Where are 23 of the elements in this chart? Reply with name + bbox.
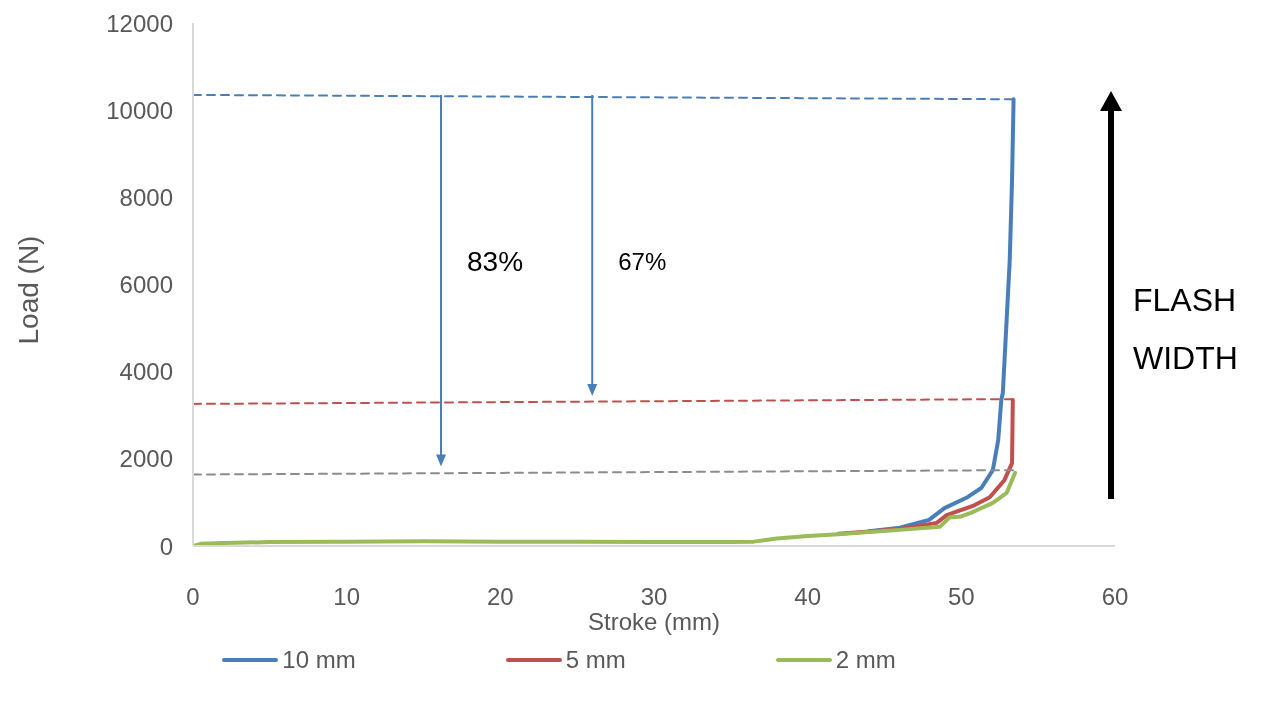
x-tick-label: 20 [486,583,514,611]
y-tick-label: 8000 [119,183,173,211]
legend-label: 2 mm [835,646,896,674]
y-tick-label: 4000 [119,358,173,386]
annotation: 67% [618,247,667,275]
text: FLASH WIDTH [1133,281,1238,376]
y-tick-label: 2000 [119,445,173,473]
x-axis-title: Stroke (mm) [588,608,720,636]
x-tick-label: 60 [1101,583,1129,611]
y-tick-label: 10000 [106,96,173,124]
x-tick-label: 50 [947,583,975,611]
x-tick-label: 40 [794,583,822,611]
x-tick-label: 30 [640,583,668,611]
line-series [193,470,1018,546]
legend-label: 10 mm [282,646,356,674]
y-tick-label: 6000 [119,271,173,299]
y-tick-label: 0 [159,532,173,560]
x-tick-label: 10 [333,583,361,611]
x-tick-label: 0 [186,583,200,611]
legend-label: 5 mm [565,646,626,674]
y-tick-label: 12000 [106,9,173,37]
annotation: 83% [467,245,524,277]
y-axis-title: Load (N) [12,235,44,345]
